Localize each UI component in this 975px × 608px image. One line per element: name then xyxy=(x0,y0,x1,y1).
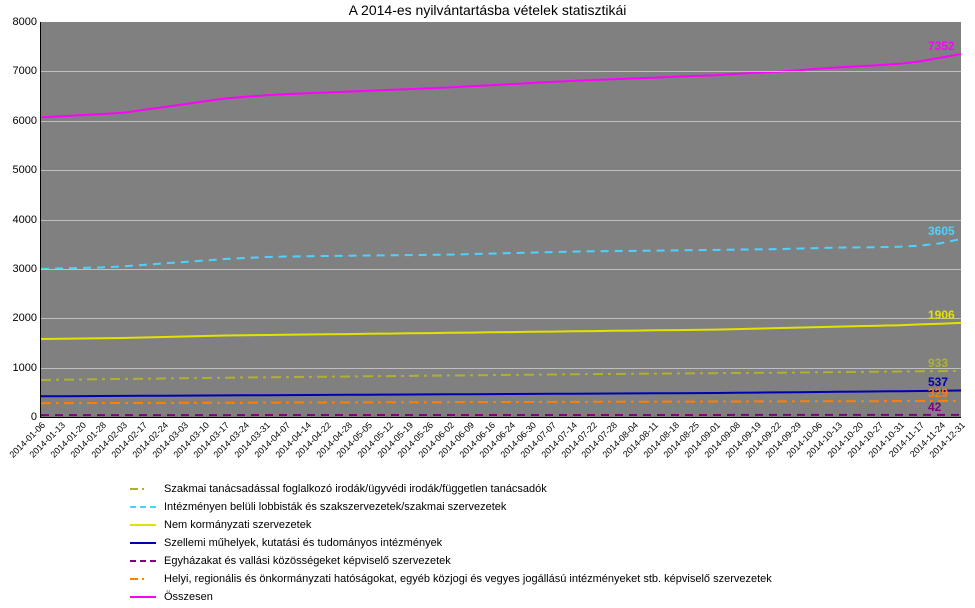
legend-label: Nem kormányzati szervezetek xyxy=(164,519,311,531)
legend-item-s3: Nem kormányzati szervezetek xyxy=(130,516,772,534)
y-tick-label: 7000 xyxy=(13,65,37,77)
legend-label: Összesen xyxy=(164,591,213,603)
chart-container: A 2014-es nyilvántartásba vételek statis… xyxy=(0,0,975,608)
legend-swatch xyxy=(130,506,156,508)
legend-swatch xyxy=(130,578,156,580)
series-line-s4 xyxy=(41,391,961,397)
x-axis-ticks: 2014-01-062014-01-132014-01-202014-01-28… xyxy=(40,420,960,480)
end-value-s7: 7352 xyxy=(928,39,955,53)
legend-swatch xyxy=(130,560,156,562)
legend-item-s1: Szakmai tanácsadással foglalkozó irodák/… xyxy=(130,480,772,498)
y-tick-label: 1000 xyxy=(13,362,37,374)
legend: Szakmai tanácsadással foglalkozó irodák/… xyxy=(130,480,772,606)
plot-area xyxy=(40,22,961,418)
legend-item-s5: Egyházakat és vallási közösségeket képvi… xyxy=(130,552,772,570)
gridline xyxy=(41,318,961,319)
end-value-s1: 933 xyxy=(928,356,948,370)
gridline xyxy=(41,269,961,270)
legend-label: Intézményen belüli lobbisták és szakszer… xyxy=(164,501,506,513)
legend-label: Egyházakat és vallási közösségeket képvi… xyxy=(164,555,451,567)
legend-item-s6: Helyi, regionális és önkormányzati hatós… xyxy=(130,570,772,588)
gridline xyxy=(41,220,961,221)
series-line-s7 xyxy=(41,54,961,117)
end-value-s2: 3605 xyxy=(928,224,955,238)
legend-item-s7: Összesen xyxy=(130,588,772,606)
legend-swatch xyxy=(130,488,156,490)
series-line-s1 xyxy=(41,371,961,380)
series-line-s6 xyxy=(41,401,961,403)
legend-item-s4: Szellemi műhelyek, kutatási és tudományo… xyxy=(130,534,772,552)
legend-swatch xyxy=(130,524,156,526)
gridline xyxy=(41,71,961,72)
legend-swatch xyxy=(130,542,156,544)
legend-label: Helyi, regionális és önkormányzati hatós… xyxy=(164,573,772,585)
gridline xyxy=(41,121,961,122)
y-tick-label: 5000 xyxy=(13,164,37,176)
legend-label: Szakmai tanácsadással foglalkozó irodák/… xyxy=(164,483,547,495)
series-line-s2 xyxy=(41,239,961,269)
gridline xyxy=(41,170,961,171)
y-tick-label: 2000 xyxy=(13,312,37,324)
gridline xyxy=(41,368,961,369)
end-value-s6: 329 xyxy=(928,386,948,400)
y-tick-label: 8000 xyxy=(13,16,37,28)
end-value-s5: 42 xyxy=(928,400,941,414)
y-tick-label: 3000 xyxy=(13,263,37,275)
y-tick-label: 4000 xyxy=(13,214,37,226)
y-tick-label: 0 xyxy=(31,411,37,423)
legend-swatch xyxy=(130,596,156,598)
y-tick-label: 6000 xyxy=(13,115,37,127)
chart-title: A 2014-es nyilvántartásba vételek statis… xyxy=(0,2,975,18)
end-value-s3: 1906 xyxy=(928,308,955,322)
series-line-s3 xyxy=(41,323,961,339)
legend-item-s2: Intézményen belüli lobbisták és szakszer… xyxy=(130,498,772,516)
legend-label: Szellemi műhelyek, kutatási és tudományo… xyxy=(164,537,442,549)
